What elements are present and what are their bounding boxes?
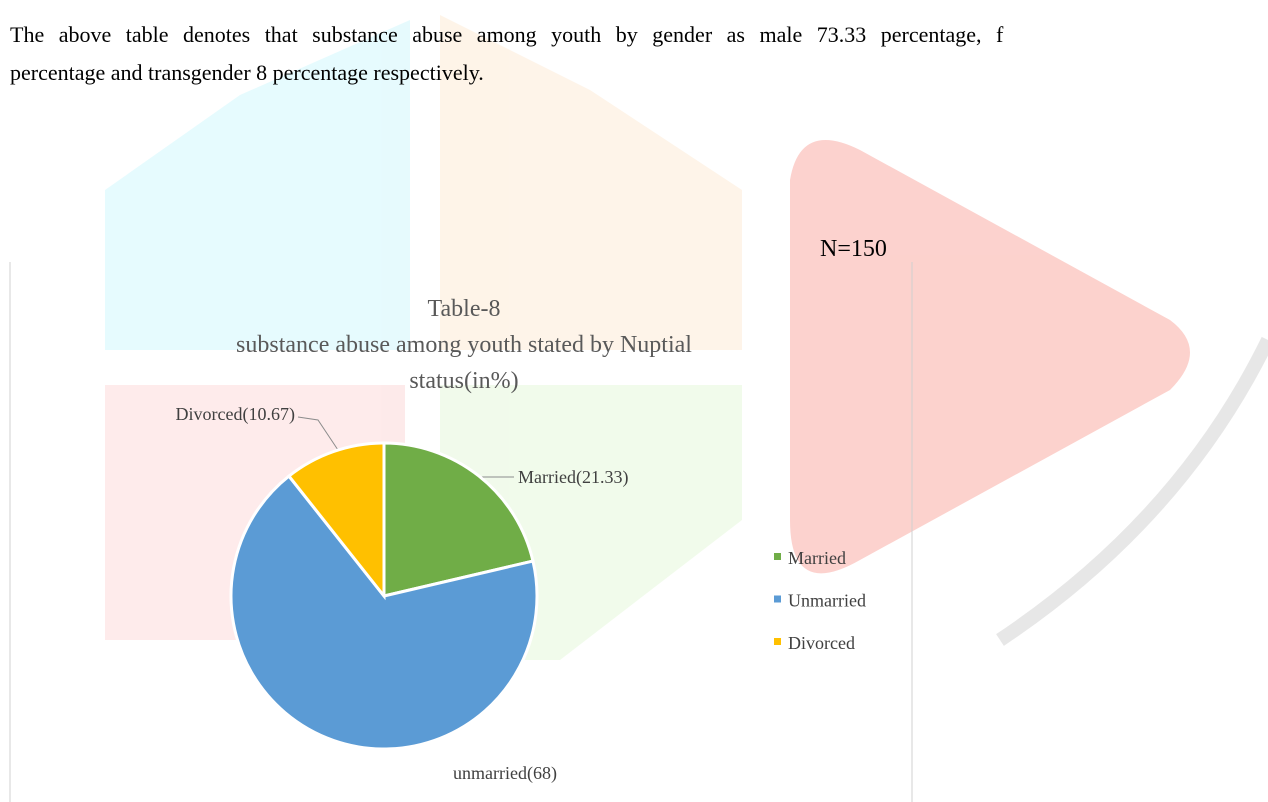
page: The above table denotes that substance a… bbox=[0, 0, 1268, 802]
legend-swatch bbox=[774, 596, 781, 603]
data-label: Married(21.33) bbox=[518, 467, 628, 488]
chart-subtitle: status(in%) bbox=[409, 368, 518, 394]
legend-entry: Divorced bbox=[788, 633, 855, 653]
legend-swatch bbox=[774, 553, 781, 560]
paragraph-line: The above table denotes that substance a… bbox=[10, 22, 1004, 47]
chart-title: Table-8 bbox=[428, 296, 501, 322]
data-label: Divorced(10.67) bbox=[176, 404, 295, 425]
chart-subtitle: substance abuse among youth stated by Nu… bbox=[236, 332, 692, 358]
data-label: unmarried(68) bbox=[453, 763, 557, 784]
paragraph-line: percentage and transgender 8 percentage … bbox=[10, 60, 484, 85]
legend-entry: Unmarried bbox=[788, 591, 866, 611]
legend-entry: Married bbox=[788, 548, 846, 568]
annotation: N=150 bbox=[820, 236, 887, 262]
legend-swatch bbox=[774, 638, 781, 645]
